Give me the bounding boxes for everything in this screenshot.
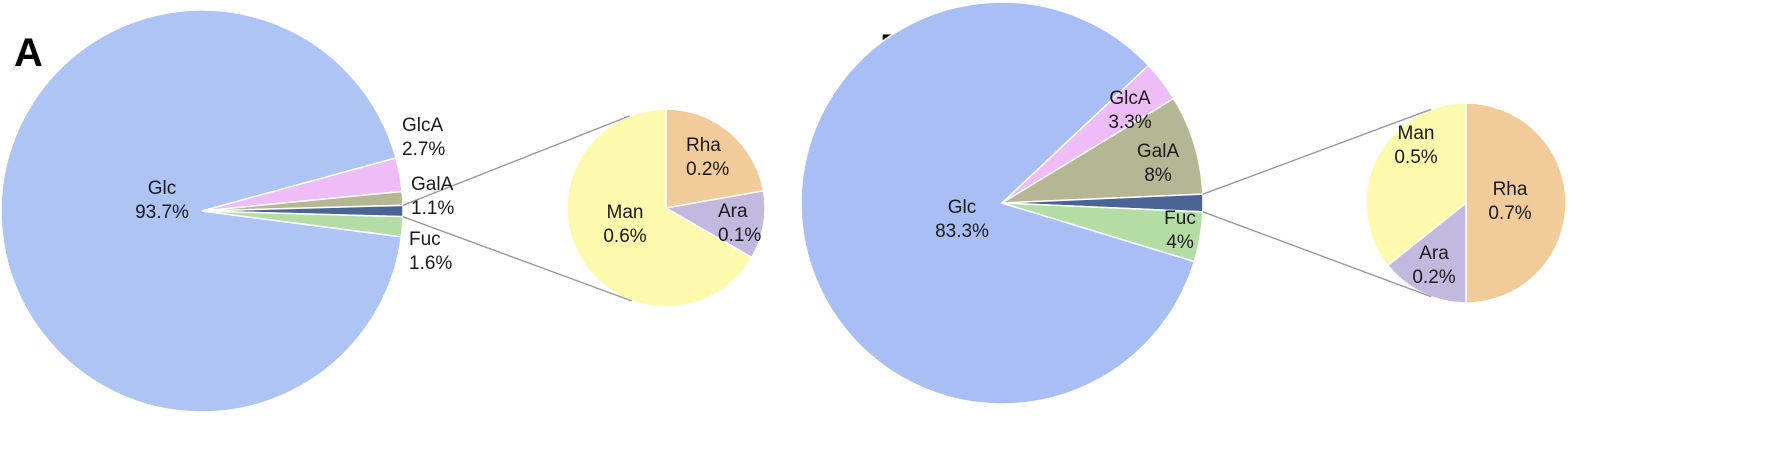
- panel-b-breakdown-label-man: Man 0.5%: [1394, 123, 1437, 168]
- panel-b-connector-upper: [1202, 108, 1432, 195]
- panel-a-main-slice-glc: [0, 9, 403, 413]
- labels-layer: Glc 93.7% GlcA 2.7% GalA 1.1% Fuc 1.6% Rha 0.2% Ar…: [135, 88, 1532, 288]
- panel-b-connector-lower: [1202, 211, 1432, 298]
- panel-a-breakdown-label-ara: Ara 0.1%: [718, 201, 761, 246]
- panel-b-breakdown-slice-man: [1365, 102, 1467, 267]
- panel-a-breakdown-label-man: Man 0.6%: [603, 202, 646, 247]
- panel-b-breakdown-slice-rha: [1465, 102, 1567, 304]
- panel-a-main-label-glc: Glc 93.7%: [135, 178, 189, 223]
- panel-a-connector-lower: [402, 216, 633, 302]
- panel-a-main-label-gala: GalA 1.1%: [411, 174, 454, 219]
- panel-b-breakdown-label-ara: Ara 0.2%: [1412, 243, 1455, 288]
- panel-a-breakdown-slice-rha: [665, 108, 765, 209]
- slices-layer: [0, 1, 1567, 413]
- connectors-layer: [402, 108, 1432, 302]
- panel-a-main-label-glca: GlcA 2.7%: [402, 115, 445, 160]
- panel-a-breakdown-slice-man: [566, 108, 753, 308]
- panel-a-breakdown-label-rha: Rha 0.2%: [686, 135, 729, 180]
- panel-a-main-label-fuc: Fuc 1.6%: [409, 229, 452, 274]
- panel-b-breakdown-label-rha: Rha 0.7%: [1488, 179, 1531, 224]
- panel-letter-a: A: [14, 31, 43, 75]
- panel-a-connector-upper: [402, 115, 630, 206]
- panel-a-breakdown-slice-ara: [663, 189, 766, 259]
- panel-b-main-label-gala: GalA 8%: [1137, 141, 1180, 186]
- panel-b-main-slice-gala: [1001, 97, 1204, 204]
- panel-b-main-label-glc: Glc 83.3%: [935, 197, 989, 242]
- panel-b-main-slice-glc: [800, 1, 1196, 405]
- panel-b-main-label-glca: GlcA 3.3%: [1108, 88, 1151, 133]
- panel-b-main-label-fuc: Fuc 4%: [1164, 208, 1196, 253]
